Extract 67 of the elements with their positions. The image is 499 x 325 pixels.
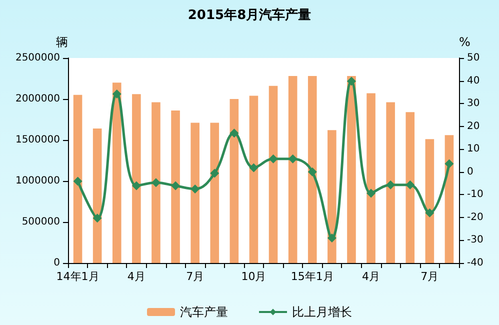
bar (132, 94, 141, 263)
y2-axis-title: % (459, 35, 470, 49)
point (132, 181, 141, 190)
bar (112, 82, 122, 263)
y-tick-label: 1500000 (15, 134, 60, 146)
point (406, 180, 415, 190)
bar (210, 122, 220, 263)
point (92, 214, 102, 223)
x-tick-label: 15年1月 (290, 270, 334, 283)
point (346, 76, 356, 86)
legend-label: 汽车产量 (180, 305, 228, 319)
bar (230, 99, 239, 263)
y-tick-label: 500000 (22, 216, 60, 228)
y-axis-title: 辆 (56, 35, 68, 49)
bar (73, 94, 82, 263)
y2-tick-label: 50 (467, 52, 480, 64)
point (190, 184, 200, 194)
y2-tick-label: 20 (467, 120, 480, 132)
point (230, 128, 239, 138)
point (308, 167, 317, 176)
point (249, 163, 258, 172)
bar (425, 139, 434, 263)
bar (92, 128, 102, 263)
y2-tick-label: 40 (467, 75, 480, 86)
x-tick-label: 4月 (362, 270, 380, 283)
x-tick-label: 14年1月 (56, 270, 100, 283)
point (171, 181, 180, 190)
point (425, 208, 434, 218)
point (327, 233, 336, 242)
y2-tick-label: -20 (467, 212, 484, 223)
y2-tick-label: 30 (467, 98, 480, 110)
bar (444, 135, 454, 263)
bar (366, 93, 376, 263)
point (112, 89, 122, 98)
bar (152, 102, 160, 263)
point (73, 176, 82, 186)
x-tick-label: 4月 (127, 270, 146, 283)
legend-label: 比上月增长 (292, 305, 352, 319)
bar (406, 112, 415, 263)
bar (347, 76, 356, 263)
point (151, 178, 160, 188)
y2-tick-label: 10 (467, 144, 480, 155)
bar (308, 76, 317, 263)
y2-tick-label: -40 (467, 258, 484, 268)
point (366, 188, 376, 198)
point (268, 154, 278, 164)
point (444, 159, 454, 168)
bar (386, 102, 395, 263)
bar (288, 76, 298, 263)
bar (171, 110, 180, 263)
y2-tick-label: 0 (467, 166, 474, 178)
y2-tick-label: -10 (467, 189, 484, 200)
bar (268, 86, 278, 263)
y-tick-label: 2500000 (15, 52, 60, 64)
point (288, 154, 298, 164)
bar (328, 130, 336, 263)
y-tick-label: 2000000 (15, 94, 60, 104)
point (210, 168, 220, 178)
x-tick-label: 10月 (241, 270, 266, 283)
bar (190, 122, 200, 263)
y2-tick-label: -30 (467, 234, 484, 246)
x-tick-label: 7月 (420, 270, 439, 283)
bar (249, 96, 258, 263)
y-tick-label: 1000000 (15, 176, 60, 186)
x-tick-label: 7月 (186, 270, 204, 283)
chart-title: 2015年8月汽车产量 (188, 7, 312, 23)
y-tick-label: 0 (54, 258, 60, 268)
